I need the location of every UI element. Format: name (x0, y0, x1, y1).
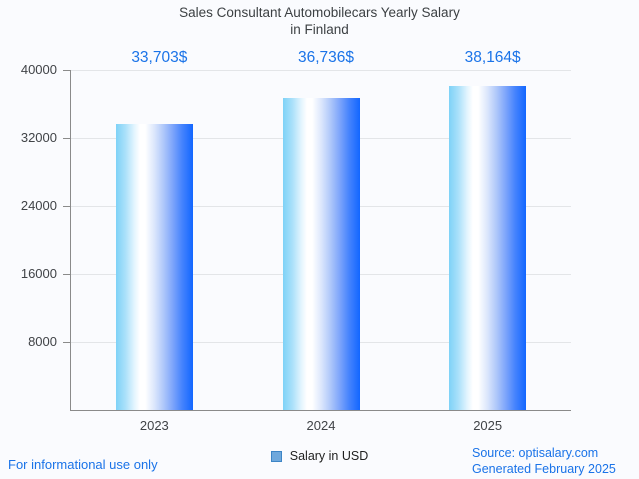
bar[interactable] (282, 97, 360, 410)
source-block: Source: optisalary.com Generated Februar… (472, 446, 616, 477)
y-tick-mark (63, 342, 71, 343)
disclaimer-text: For informational use only (8, 457, 158, 472)
y-tick-mark (63, 70, 71, 71)
x-axis-label: 2023 (139, 418, 169, 433)
legend-label: Salary in USD (289, 449, 369, 463)
y-tick-label: 24000 (20, 198, 57, 213)
y-tick-label: 8000 (28, 334, 57, 349)
y-tick-label: 16000 (20, 266, 57, 281)
y-tick-label: 40000 (20, 62, 57, 77)
plot-area: 8000 16000 24000 32000 40000 33,703$ 2023 36,73… (21, 49, 571, 433)
x-axis-label: 2024 (306, 418, 336, 433)
generated-text: Generated February 2025 (472, 461, 616, 476)
bar-value-label: 33,703$ (131, 49, 188, 66)
y-tick-label: 32000 (20, 130, 57, 145)
y-tick-mark (63, 206, 71, 207)
chart-title: Sales Consultant Automobilecars Yearly S… (0, 4, 639, 38)
chart-title-line1: Sales Consultant Automobilecars Yearly S… (179, 5, 460, 20)
legend: Salary in USD (0, 449, 639, 463)
gridline (71, 70, 571, 71)
bar[interactable] (449, 85, 527, 410)
bar-value-label: 36,736$ (297, 49, 355, 66)
bar[interactable] (115, 123, 193, 410)
x-axis-label: 2025 (473, 418, 503, 433)
y-tick-mark (63, 274, 71, 275)
source-text: Source: optisalary.com (472, 446, 599, 460)
legend-marker-icon (270, 450, 282, 462)
chart-title-line2: in Finland (290, 22, 349, 37)
bar-value-label: 38,164$ (464, 49, 521, 66)
y-tick-mark (63, 138, 71, 139)
